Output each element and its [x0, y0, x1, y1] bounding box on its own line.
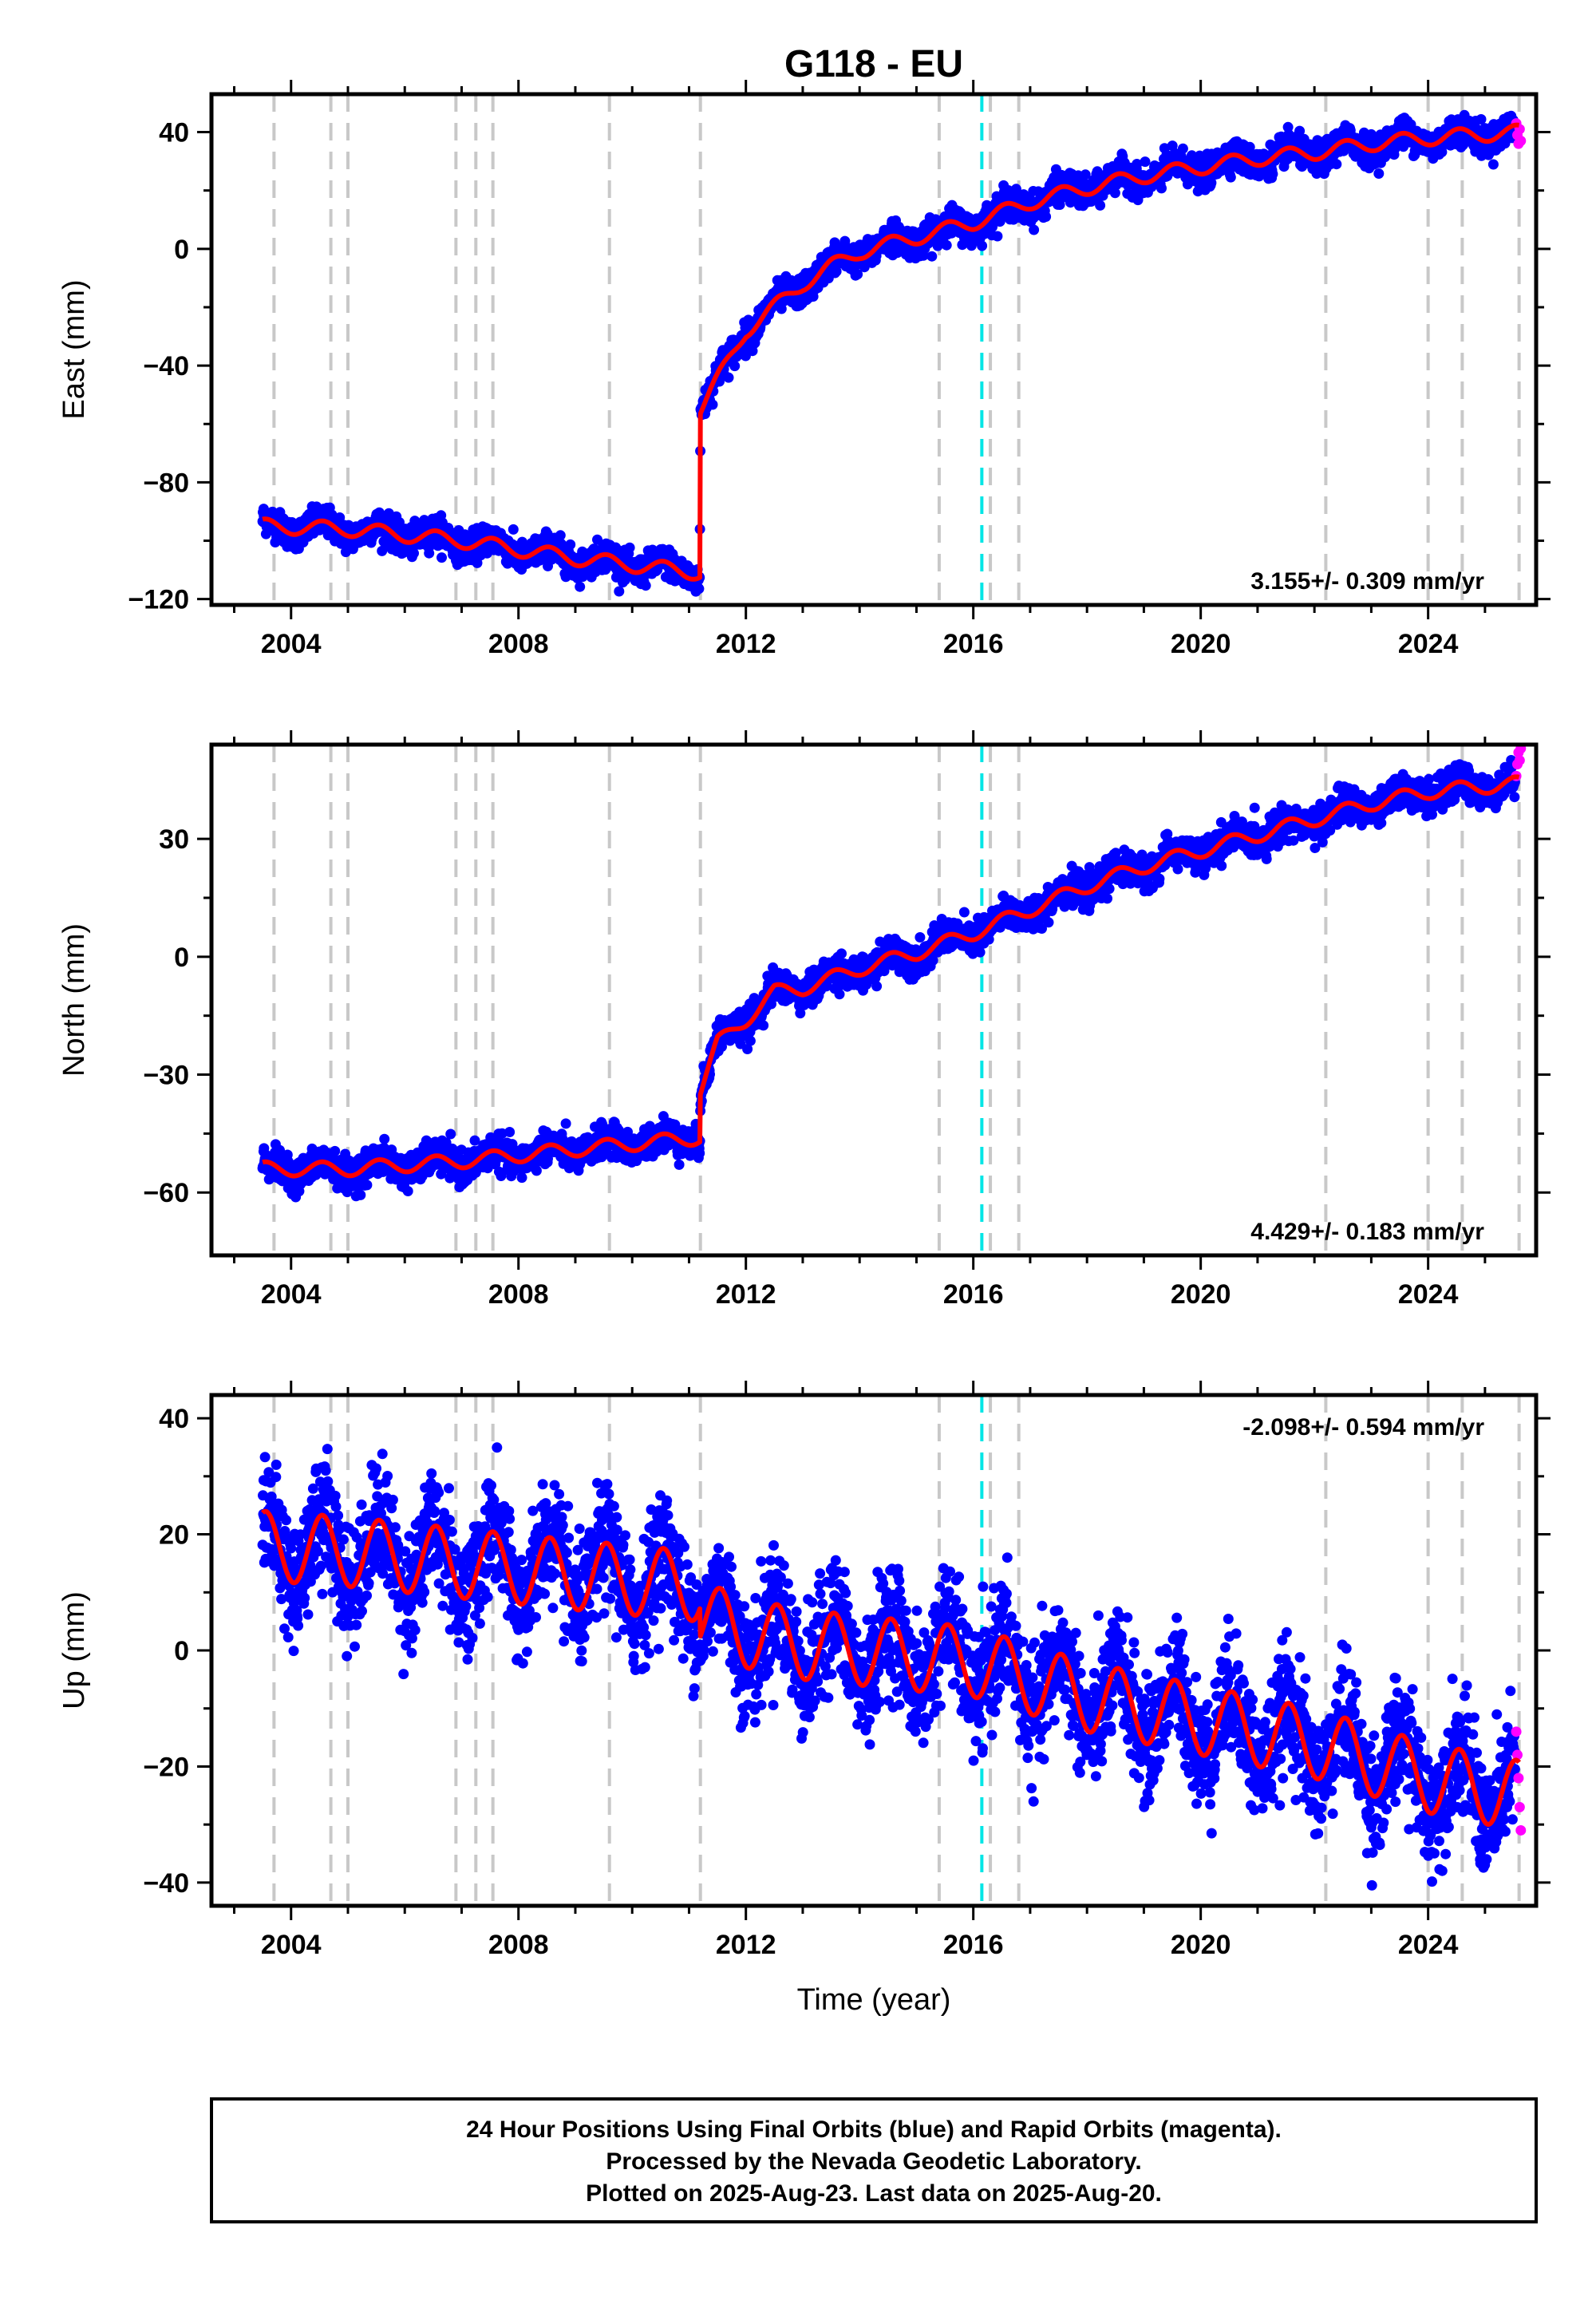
x-tick-label: 2024	[1398, 629, 1459, 659]
data-point	[941, 239, 952, 251]
y-tick-label: 0	[174, 235, 189, 265]
data-point	[1225, 172, 1236, 183]
model-line	[260, 122, 1521, 582]
data-point	[377, 545, 388, 556]
rapid-orbit-point	[1515, 136, 1527, 147]
plot-area	[257, 94, 1527, 605]
data-point	[852, 269, 863, 280]
y-tick-label: −120	[128, 585, 189, 615]
data-point	[379, 1133, 390, 1144]
data-point	[575, 581, 586, 592]
data-point	[516, 1172, 527, 1184]
data-point	[504, 1127, 516, 1137]
data-point	[992, 231, 1003, 242]
data-point	[640, 580, 651, 591]
data-point	[508, 524, 519, 535]
data-point	[1267, 168, 1278, 180]
y-tick-label: −40	[143, 351, 189, 381]
data-point	[1373, 168, 1385, 179]
page-title: G118 - EU	[784, 43, 963, 85]
data-point	[409, 547, 419, 559]
data-point	[707, 399, 718, 410]
x-tick-label: 2008	[488, 629, 549, 659]
data-point	[445, 1128, 456, 1140]
data-point	[624, 542, 635, 553]
data-point	[1041, 211, 1052, 222]
data-point	[776, 303, 787, 314]
data-point	[555, 530, 566, 541]
data-point	[1177, 143, 1188, 154]
data-point	[355, 1189, 366, 1200]
data-point	[1331, 159, 1342, 170]
data-point	[437, 552, 447, 563]
data-point	[614, 586, 625, 597]
y-axis-label: East (mm)	[57, 279, 91, 419]
data-point	[330, 1145, 341, 1156]
data-point	[932, 240, 943, 251]
data-point	[977, 240, 988, 251]
data-point	[723, 372, 734, 383]
y-tick-label: −80	[143, 468, 189, 498]
x-tick-label: 2020	[1171, 629, 1231, 659]
rate-label: 3.155+/- 0.309 mm/yr	[1250, 568, 1484, 595]
data-point	[361, 1180, 373, 1191]
data-point	[424, 547, 435, 559]
plot-area	[257, 745, 1527, 1255]
data-point	[531, 1165, 542, 1176]
data-point	[402, 1186, 413, 1196]
x-tick-label: 2012	[716, 629, 776, 659]
data-point	[1095, 200, 1106, 211]
data-point	[560, 1118, 571, 1129]
data-point	[1029, 224, 1040, 235]
final-orbit-points	[257, 109, 1520, 597]
data-point	[1487, 159, 1499, 170]
y-tick-label: 40	[159, 118, 189, 148]
x-tick-label: 2004	[261, 629, 322, 659]
data-point	[1156, 183, 1167, 194]
data-point	[1140, 156, 1151, 168]
x-tick-label: 2016	[943, 629, 1004, 659]
data-point	[565, 539, 576, 550]
data-point	[693, 583, 705, 595]
final-orbit-points	[257, 755, 1520, 1203]
data-point	[729, 361, 741, 372]
data-point	[1476, 114, 1487, 124]
data-point	[926, 251, 938, 262]
east-panel: 2004 2008 2012 2016 2020 2024 −120 −80 −40 0 40 Eas…	[57, 80, 1551, 659]
